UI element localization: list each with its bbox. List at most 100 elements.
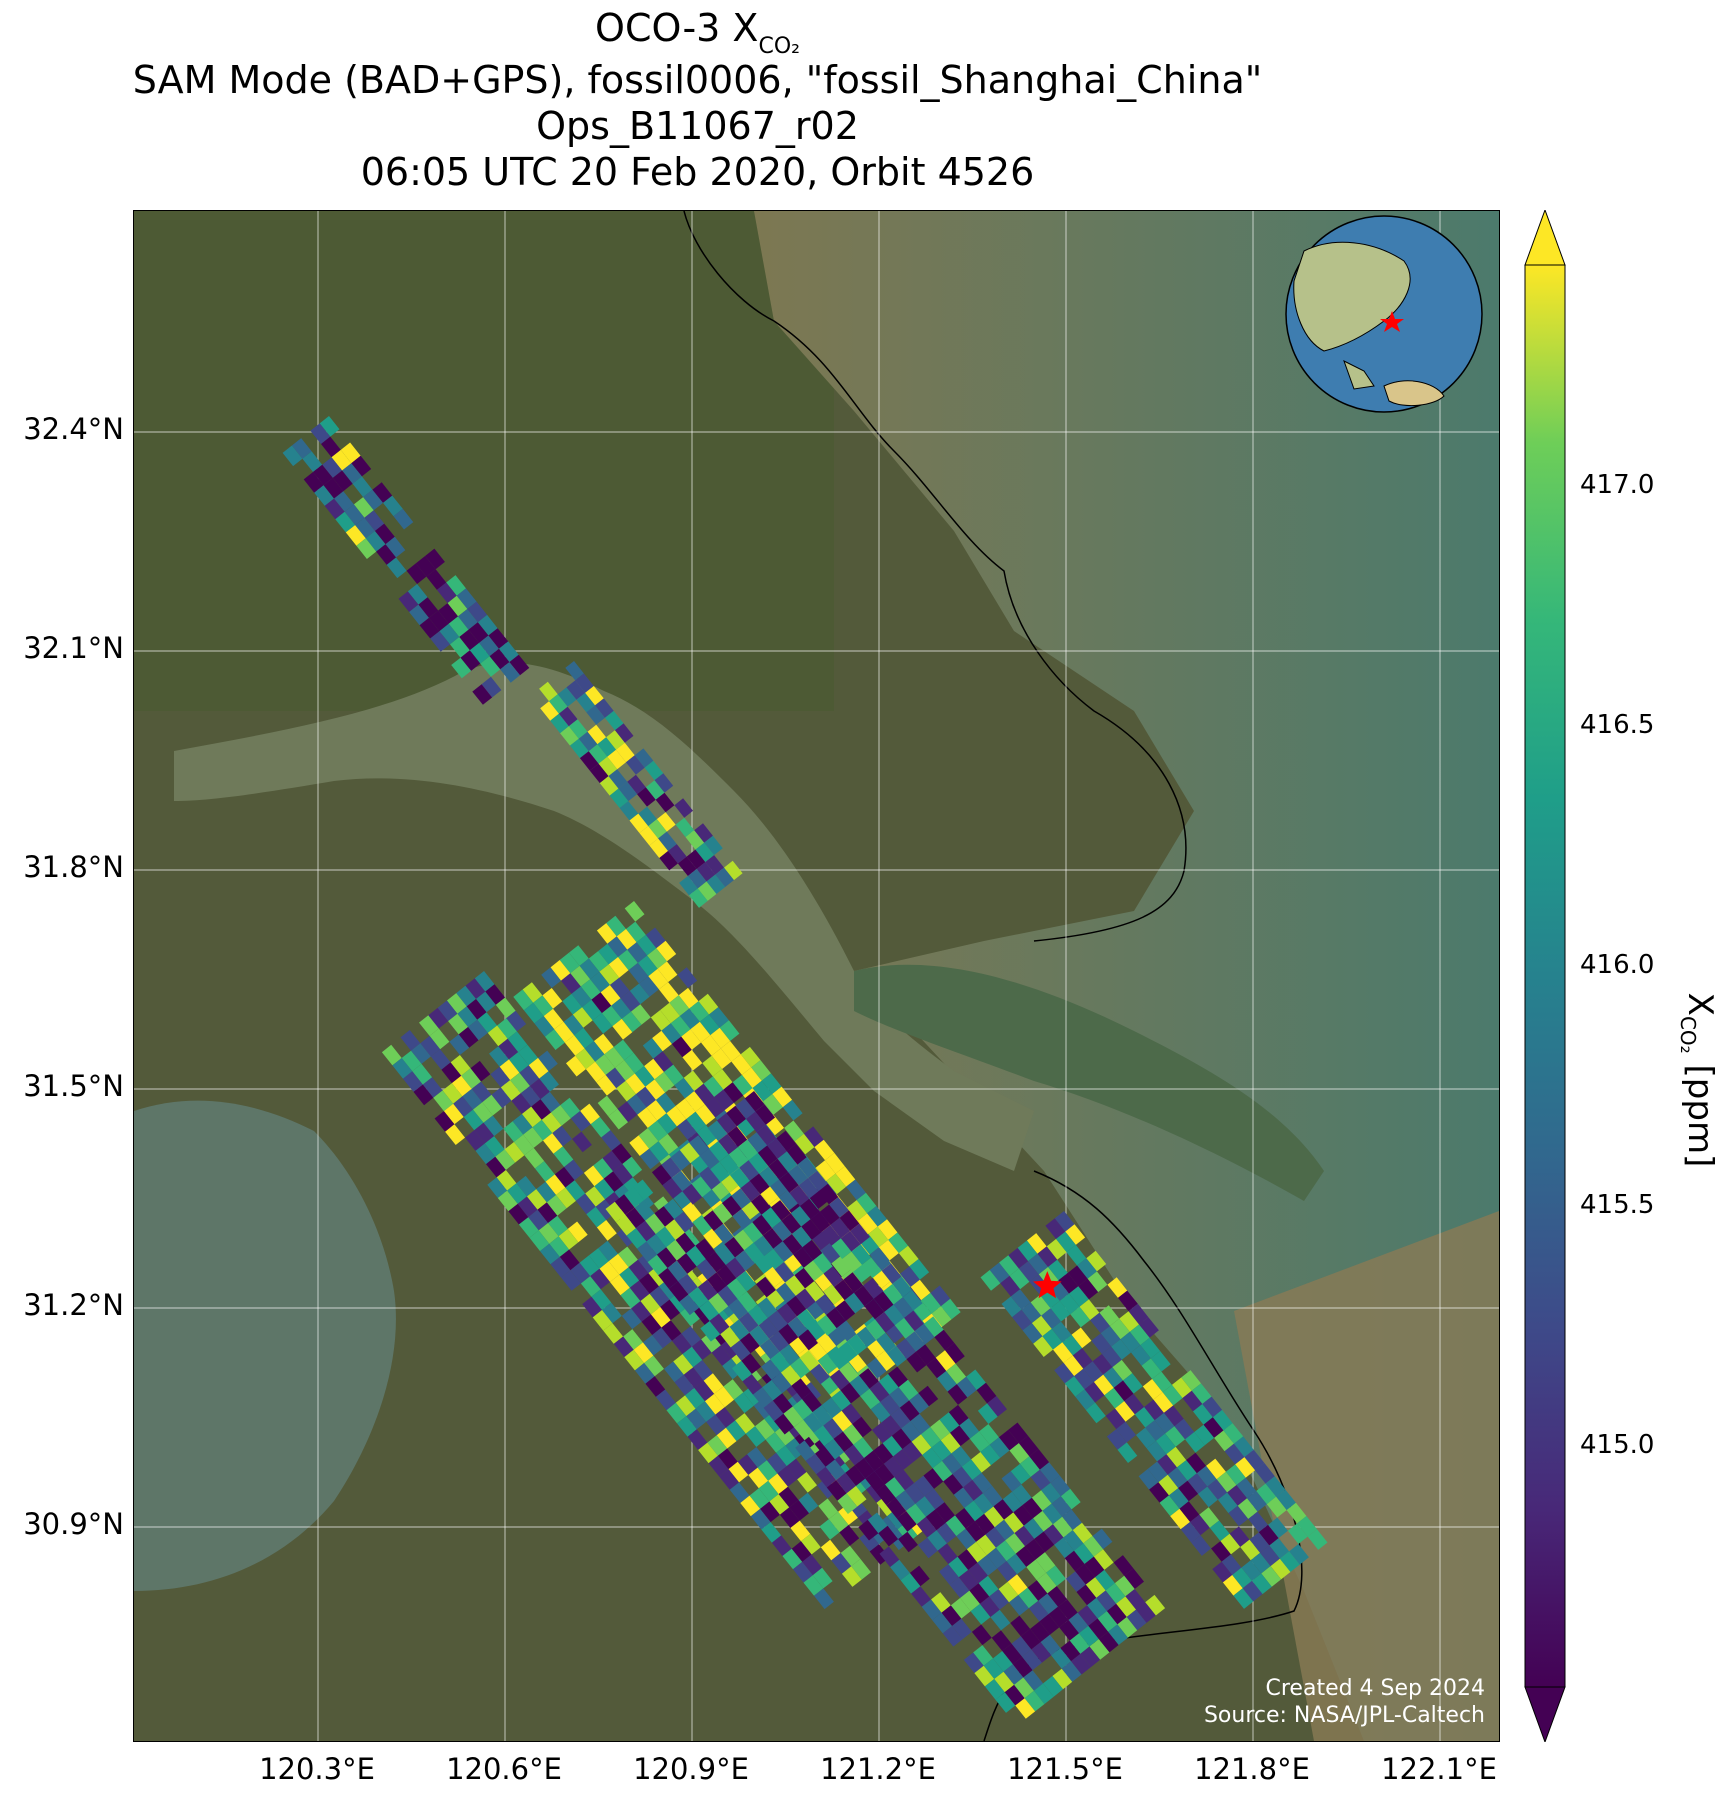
sounding-cell-main-south <box>633 1179 654 1201</box>
sounding-cell-main-south <box>767 1310 788 1332</box>
sounding-cell-main-south <box>746 1111 766 1133</box>
sounding-cell-main-west <box>495 997 516 1019</box>
sounding-cell-river <box>599 776 619 796</box>
sounding-cell-main-south <box>781 1213 802 1234</box>
sounding-cell-main-south <box>893 1449 913 1470</box>
sounding-cell-main-south <box>1061 1661 1082 1682</box>
sounding-cell-main-south <box>909 1393 929 1414</box>
sounding-cell-main-west <box>590 1116 611 1138</box>
sounding-cell-main-south <box>748 1152 769 1174</box>
sounding-cell-nw <box>313 464 333 486</box>
sounding-cell-main-north <box>685 1091 705 1112</box>
sounding-cell-east <box>1236 1477 1257 1499</box>
sounding-cell-main-west <box>629 1280 650 1302</box>
sounding-cell-main-north <box>709 1007 729 1028</box>
sounding-cell-main-north <box>657 961 678 983</box>
sounding-cell-main-north <box>629 1135 650 1156</box>
sounding-cell-main-south <box>731 1188 751 1209</box>
sounding-cell-nw <box>418 597 439 618</box>
sounding-cell-main-south <box>744 1091 765 1112</box>
sounding-cell-main-north <box>740 1046 761 1068</box>
sounding-cell-main-south <box>858 1519 879 1541</box>
sounding-cell-main-north <box>814 1139 835 1161</box>
sounding-cell-east <box>989 1262 1010 1284</box>
sounding-cell-east <box>1286 1502 1307 1524</box>
sounding-cell-main-west <box>546 1195 567 1216</box>
globe-target-star <box>1380 311 1404 332</box>
sounding-cell-main-south <box>951 1446 972 1467</box>
sounding-cell-east <box>1123 1373 1143 1394</box>
sounding-cell-main-south <box>890 1407 911 1429</box>
sounding-cell-nw <box>365 531 386 552</box>
sounding-cell-main-north <box>638 1128 659 1149</box>
sounding-cell-main-west <box>628 1259 649 1281</box>
sounding-cell-main-south <box>1069 1633 1090 1654</box>
sounding-cell-main-north <box>647 948 667 969</box>
sounding-cell-main-south <box>883 1456 904 1478</box>
sounding-cell-main-south <box>697 1279 718 1301</box>
sounding-cell-river <box>598 756 618 777</box>
sounding-cell-main-north <box>723 1082 744 1103</box>
sounding-cell-main-south <box>757 1145 778 1167</box>
sounding-cell-main-south <box>823 1266 844 1287</box>
figure-title-ops: Ops_B11067_r02 <box>536 104 859 148</box>
sounding-cell-main-south <box>759 1338 780 1360</box>
target-marker-star <box>1033 1271 1062 1299</box>
sounding-cell-main-south <box>1046 1565 1066 1587</box>
sounding-cell-main-south <box>1054 1537 1074 1559</box>
sounding-cell-main-north <box>543 1008 564 1030</box>
sounding-cell-main-south <box>729 1167 750 1189</box>
sounding-cell-main-west <box>652 1327 672 1349</box>
sounding-cell-main-west <box>558 1228 579 1250</box>
sounding-cell-main-north <box>671 1036 692 1058</box>
sounding-cell-main-north <box>696 1125 717 1146</box>
sounding-cell-main-south <box>1015 1698 1036 1719</box>
sounding-cell-main-south <box>987 1396 1007 1417</box>
sounding-cell-main-west <box>583 1165 604 1187</box>
sounding-cell-river <box>589 763 609 784</box>
sounding-cell-main-west <box>580 1276 601 1297</box>
sounding-cell-main-south <box>776 1130 797 1152</box>
sounding-cell-main-west <box>611 1143 632 1164</box>
sounding-cell-main-north <box>732 1074 753 1096</box>
sounding-cell-main-north <box>701 1035 721 1056</box>
sounding-cell-main-north <box>639 976 659 997</box>
sounding-cell-main-south <box>764 1248 784 1270</box>
sounding-cell-main-south <box>1012 1656 1033 1678</box>
sounding-cell-main-south <box>1022 1497 1043 1519</box>
lat-tick: 31.8°N <box>23 850 124 884</box>
sounding-cell-east <box>1138 1468 1159 1490</box>
sounding-cell-main-south <box>994 1519 1015 1541</box>
sounding-cell-main-south <box>1052 1516 1073 1538</box>
sounding-cell-river <box>687 869 707 889</box>
sounding-cell-main-west <box>650 1307 671 1328</box>
sounding-cell-main-south <box>762 1379 783 1401</box>
sounding-cell-river <box>675 817 695 838</box>
sounding-cell-nw <box>355 517 375 539</box>
sounding-cell-river <box>597 737 616 757</box>
sounding-cell-main-south <box>1020 1456 1040 1477</box>
sounding-cell-main-north <box>702 1055 723 1077</box>
sounding-cell-main-south <box>829 1369 850 1391</box>
sounding-cell-main-west <box>802 1554 823 1576</box>
sounding-cell-main-south <box>1089 1639 1110 1660</box>
sounding-cell-nw <box>342 463 362 484</box>
sounding-cell-east <box>1087 1271 1108 1293</box>
sounding-cell-main-south <box>614 1194 635 1215</box>
sounding-cell-nw <box>489 648 510 670</box>
sounding-cell-nw <box>451 657 472 679</box>
sounding-cell-east <box>1228 1505 1249 1527</box>
sounding-cell-main-north <box>694 1083 715 1105</box>
sounding-cell-main-south <box>740 1180 761 1202</box>
sounding-cell-main-north <box>820 1242 841 1264</box>
sounding-cell-main-south <box>1023 1670 1044 1691</box>
sounding-cell-main-north <box>588 951 609 972</box>
sounding-cell-main-south <box>1009 1443 1030 1464</box>
sounding-cell-river <box>586 705 605 725</box>
sounding-cell-main-south <box>1012 1484 1032 1506</box>
sounding-cell-main-south <box>905 1331 926 1352</box>
sounding-cell-main-north <box>803 1126 824 1148</box>
sounding-cell-main-west <box>430 1049 451 1070</box>
sounding-cell-nw <box>415 556 436 577</box>
sounding-cell-east <box>1244 1449 1265 1471</box>
